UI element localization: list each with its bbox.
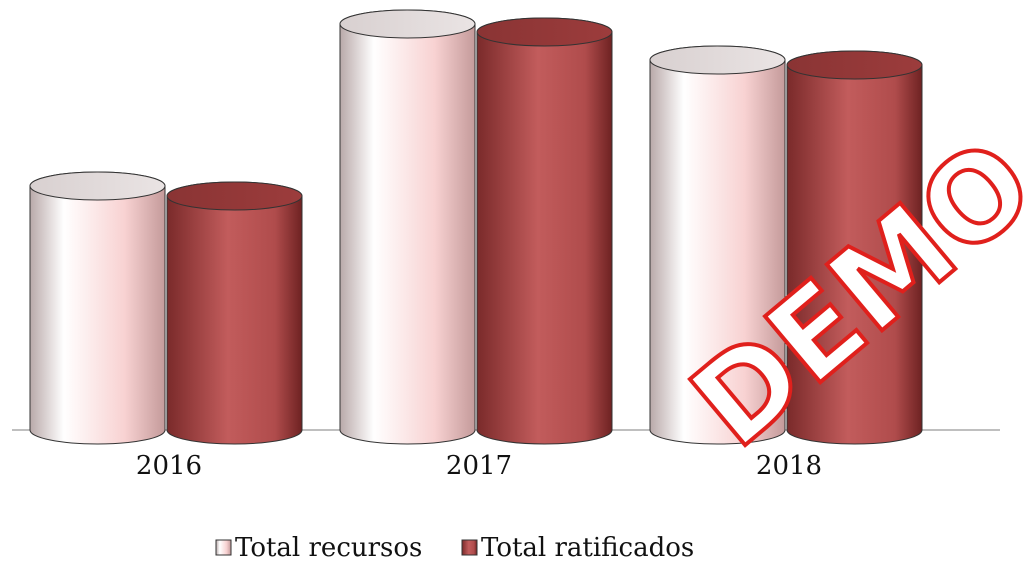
bar [29, 171, 166, 445]
bar-top [166, 181, 303, 211]
bar-top [786, 50, 923, 80]
bar-top [649, 45, 786, 75]
legend-label: Total recursos [235, 533, 422, 562]
bar-top [29, 171, 166, 201]
bar [339, 9, 476, 445]
x-tick-label: 2016 [136, 451, 202, 481]
x-tick-label: 2018 [756, 451, 822, 481]
bar [166, 181, 303, 445]
legend-swatch [461, 539, 478, 556]
legend-label: Total ratificados [481, 533, 694, 562]
legend-swatch [215, 539, 232, 556]
bar-top [476, 17, 613, 47]
x-tick-label: 2017 [446, 451, 512, 481]
bar [476, 17, 613, 445]
bar-top [339, 9, 476, 39]
